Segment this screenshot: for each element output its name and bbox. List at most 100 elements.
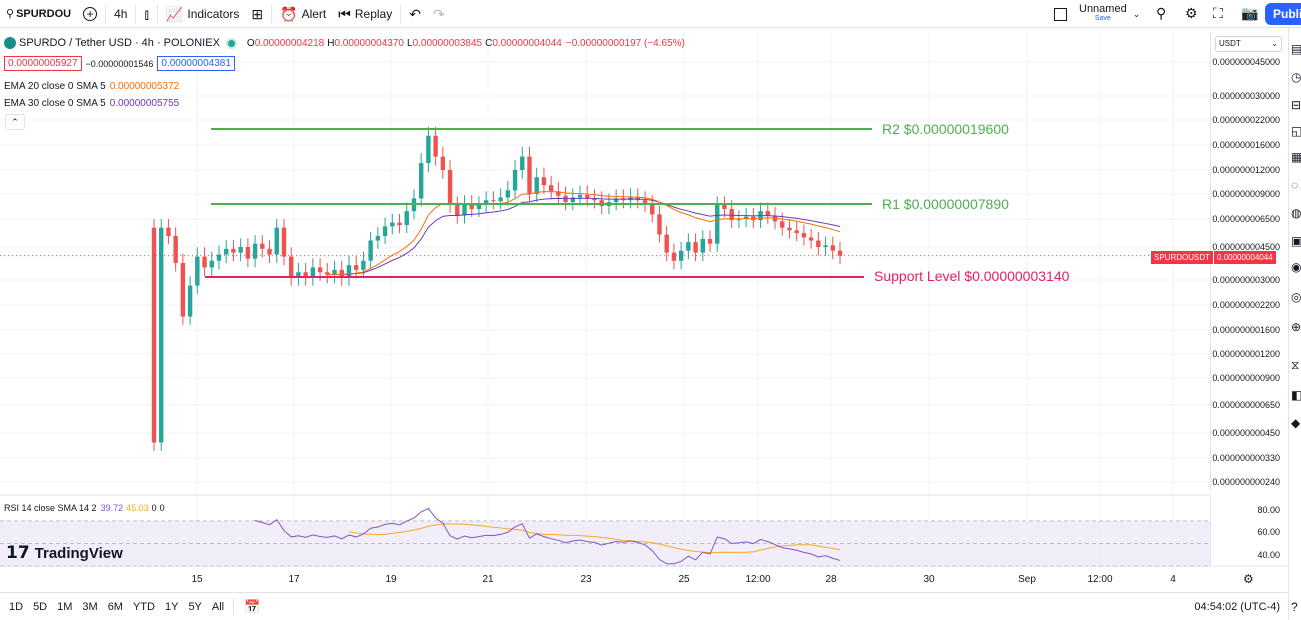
- range-button-1d[interactable]: 1D: [9, 600, 24, 613]
- price-label-symbol: SPURDOUSDT: [1151, 251, 1214, 264]
- candle-body: [577, 194, 583, 198]
- candle-body: [260, 243, 265, 249]
- candle-body: [585, 194, 590, 199]
- candle-body: [173, 235, 178, 263]
- compare-button[interactable]: +: [77, 0, 103, 28]
- redo-button[interactable]: ↷: [427, 0, 451, 28]
- price-label-value: 0.00000004044: [1214, 251, 1276, 264]
- more-icon[interactable]: ⊕: [1291, 320, 1301, 334]
- hotlist-icon[interactable]: ◱: [1291, 124, 1301, 138]
- price-tick: 0.000000004500: [1212, 242, 1280, 252]
- data-window-icon[interactable]: ⊟: [1291, 98, 1301, 112]
- candle-body: [707, 238, 713, 244]
- close-value: 0.00000004044: [492, 37, 562, 49]
- price-chart[interactable]: R2 $0.00000019600 R1 $0.00000007890 Suppor…: [0, 29, 1288, 592]
- candle-body: [787, 227, 792, 231]
- symbol-label: SPURDOU: [16, 7, 72, 20]
- fullscreen-button[interactable]: ⛶: [1213, 6, 1223, 21]
- screener-icon[interactable]: ◆: [1291, 416, 1301, 430]
- snapshot-button[interactable]: 📷: [1241, 6, 1258, 21]
- publish-button[interactable]: Publis: [1265, 3, 1301, 25]
- divider: [135, 4, 137, 23]
- candle-body: [216, 254, 222, 261]
- help-center-icon[interactable]: ?: [1291, 600, 1298, 614]
- candle-body: [296, 272, 301, 278]
- range-button-5d[interactable]: 5D: [33, 600, 48, 613]
- notifications-icon[interactable]: ◉: [1291, 260, 1301, 274]
- candle-body: [527, 156, 532, 194]
- alert-label: Alert: [301, 6, 327, 21]
- buy-price-box[interactable]: 0.00000004381: [157, 56, 235, 71]
- chevron-down-icon: ⌄: [1132, 9, 1141, 19]
- layout-checkbox[interactable]: [1054, 7, 1067, 21]
- clock[interactable]: 04:54:02 (UTC-4): [1194, 600, 1280, 613]
- candle-body: [339, 269, 344, 278]
- chat-icon[interactable]: ◍: [1291, 206, 1301, 220]
- candle-body: [332, 269, 337, 275]
- candle-body: [252, 243, 258, 259]
- price-tick: 0.000000000650: [1212, 400, 1280, 410]
- candle-body: [159, 227, 164, 443]
- replay-button[interactable]: ⏮ Replay: [332, 0, 398, 28]
- templates-button[interactable]: ⊞: [245, 0, 269, 28]
- camera-icon: 📷: [1241, 5, 1259, 21]
- calendar-icon[interactable]: ▦: [1291, 150, 1301, 164]
- rsi-axis[interactable]: 80.00 60.00 40.00: [1210, 495, 1282, 565]
- quick-search-button[interactable]: ⚲: [1156, 6, 1166, 21]
- rsi-line: [254, 507, 841, 565]
- indicators-button[interactable]: 📈 Indicators: [160, 0, 245, 28]
- settings-button[interactable]: ⚙: [1185, 6, 1198, 21]
- undo-button[interactable]: ↶: [403, 0, 427, 28]
- ema30-legend[interactable]: EMA 30 close 0 SMA 5 0.00000005755: [4, 98, 179, 109]
- alerts-icon[interactable]: ◷: [1291, 70, 1301, 84]
- ema20-legend[interactable]: EMA 20 close 0 SMA 5 0.00000005372: [4, 81, 179, 92]
- help-icon[interactable]: ◎: [1291, 290, 1301, 304]
- range-button-3m[interactable]: 3M: [82, 600, 98, 613]
- bid-ask-row: 0.00000005927 −0.00000001546 0.000000043…: [4, 56, 239, 71]
- ideas-icon[interactable]: ◌: [1291, 178, 1299, 192]
- range-button-all[interactable]: All: [211, 600, 225, 613]
- range-button-5y[interactable]: 5Y: [188, 600, 202, 613]
- range-button-6m[interactable]: 6M: [107, 600, 123, 613]
- price-tick: 0.000000012000: [1212, 165, 1280, 175]
- candle-body: [794, 230, 799, 234]
- interval-button[interactable]: 4h: [108, 0, 133, 28]
- price-tick: 0.000000006500: [1212, 214, 1280, 224]
- signals-icon[interactable]: ⧖: [1291, 358, 1300, 372]
- symbol-search[interactable]: ⚲ SPURDOU: [0, 0, 77, 28]
- chart-type-button[interactable]: ⫾: [138, 0, 154, 28]
- layout-status: Save: [1094, 15, 1111, 22]
- time-tick: 15: [191, 574, 203, 585]
- gear-icon: ⚙: [1185, 5, 1198, 21]
- candle-body: [151, 227, 157, 443]
- sell-price-box[interactable]: 0.00000005927: [4, 56, 82, 71]
- divider: [233, 597, 235, 616]
- goto-date-button[interactable]: 📅: [236, 599, 268, 614]
- news-icon[interactable]: ▣: [1291, 234, 1301, 248]
- watchlist-icon[interactable]: ▤: [1291, 42, 1301, 56]
- collapse-legend-button[interactable]: ⌃: [5, 114, 25, 130]
- divider: [105, 4, 107, 23]
- candle-body: [693, 242, 698, 253]
- range-button-1y[interactable]: 1Y: [164, 600, 179, 613]
- layout-menu[interactable]: Unnamed Save ⌄: [1054, 4, 1140, 24]
- search-icon: ⚲: [6, 7, 15, 20]
- axis-settings-button[interactable]: ⚙: [1243, 572, 1254, 586]
- tv-logo-icon: 𝟭𝟳: [6, 543, 30, 563]
- grid-icon: ⊞: [251, 5, 264, 22]
- rsi-legend[interactable]: RSI 14 close SMA 14 2 39.72 45.03 0 0: [4, 503, 165, 513]
- alert-button[interactable]: ⏰ Alert: [274, 0, 332, 28]
- range-button-1m[interactable]: 1M: [57, 600, 73, 613]
- currency-select[interactable]: USDT ⌄: [1215, 36, 1282, 52]
- candle-body: [433, 135, 438, 157]
- range-button-ytd[interactable]: YTD: [132, 600, 155, 613]
- candle-body: [650, 204, 655, 215]
- date-range-group: 1D 5D 1M 3M 6M YTD 1Y 5Y All: [0, 601, 229, 613]
- tradingview-logo[interactable]: 𝟭𝟳 TradingView: [6, 543, 123, 563]
- legend-title[interactable]: SPURDO / Tether USD · 4h · POLONIEX: [19, 37, 220, 49]
- pine-icon[interactable]: ◧: [1291, 388, 1301, 402]
- candle-body: [808, 237, 814, 241]
- price-tick: 0.000000002200: [1212, 300, 1280, 310]
- price-axis[interactable]: 0.000000045000 0.000000030000 0.0000000220…: [1210, 32, 1282, 490]
- candle-body: [801, 233, 807, 238]
